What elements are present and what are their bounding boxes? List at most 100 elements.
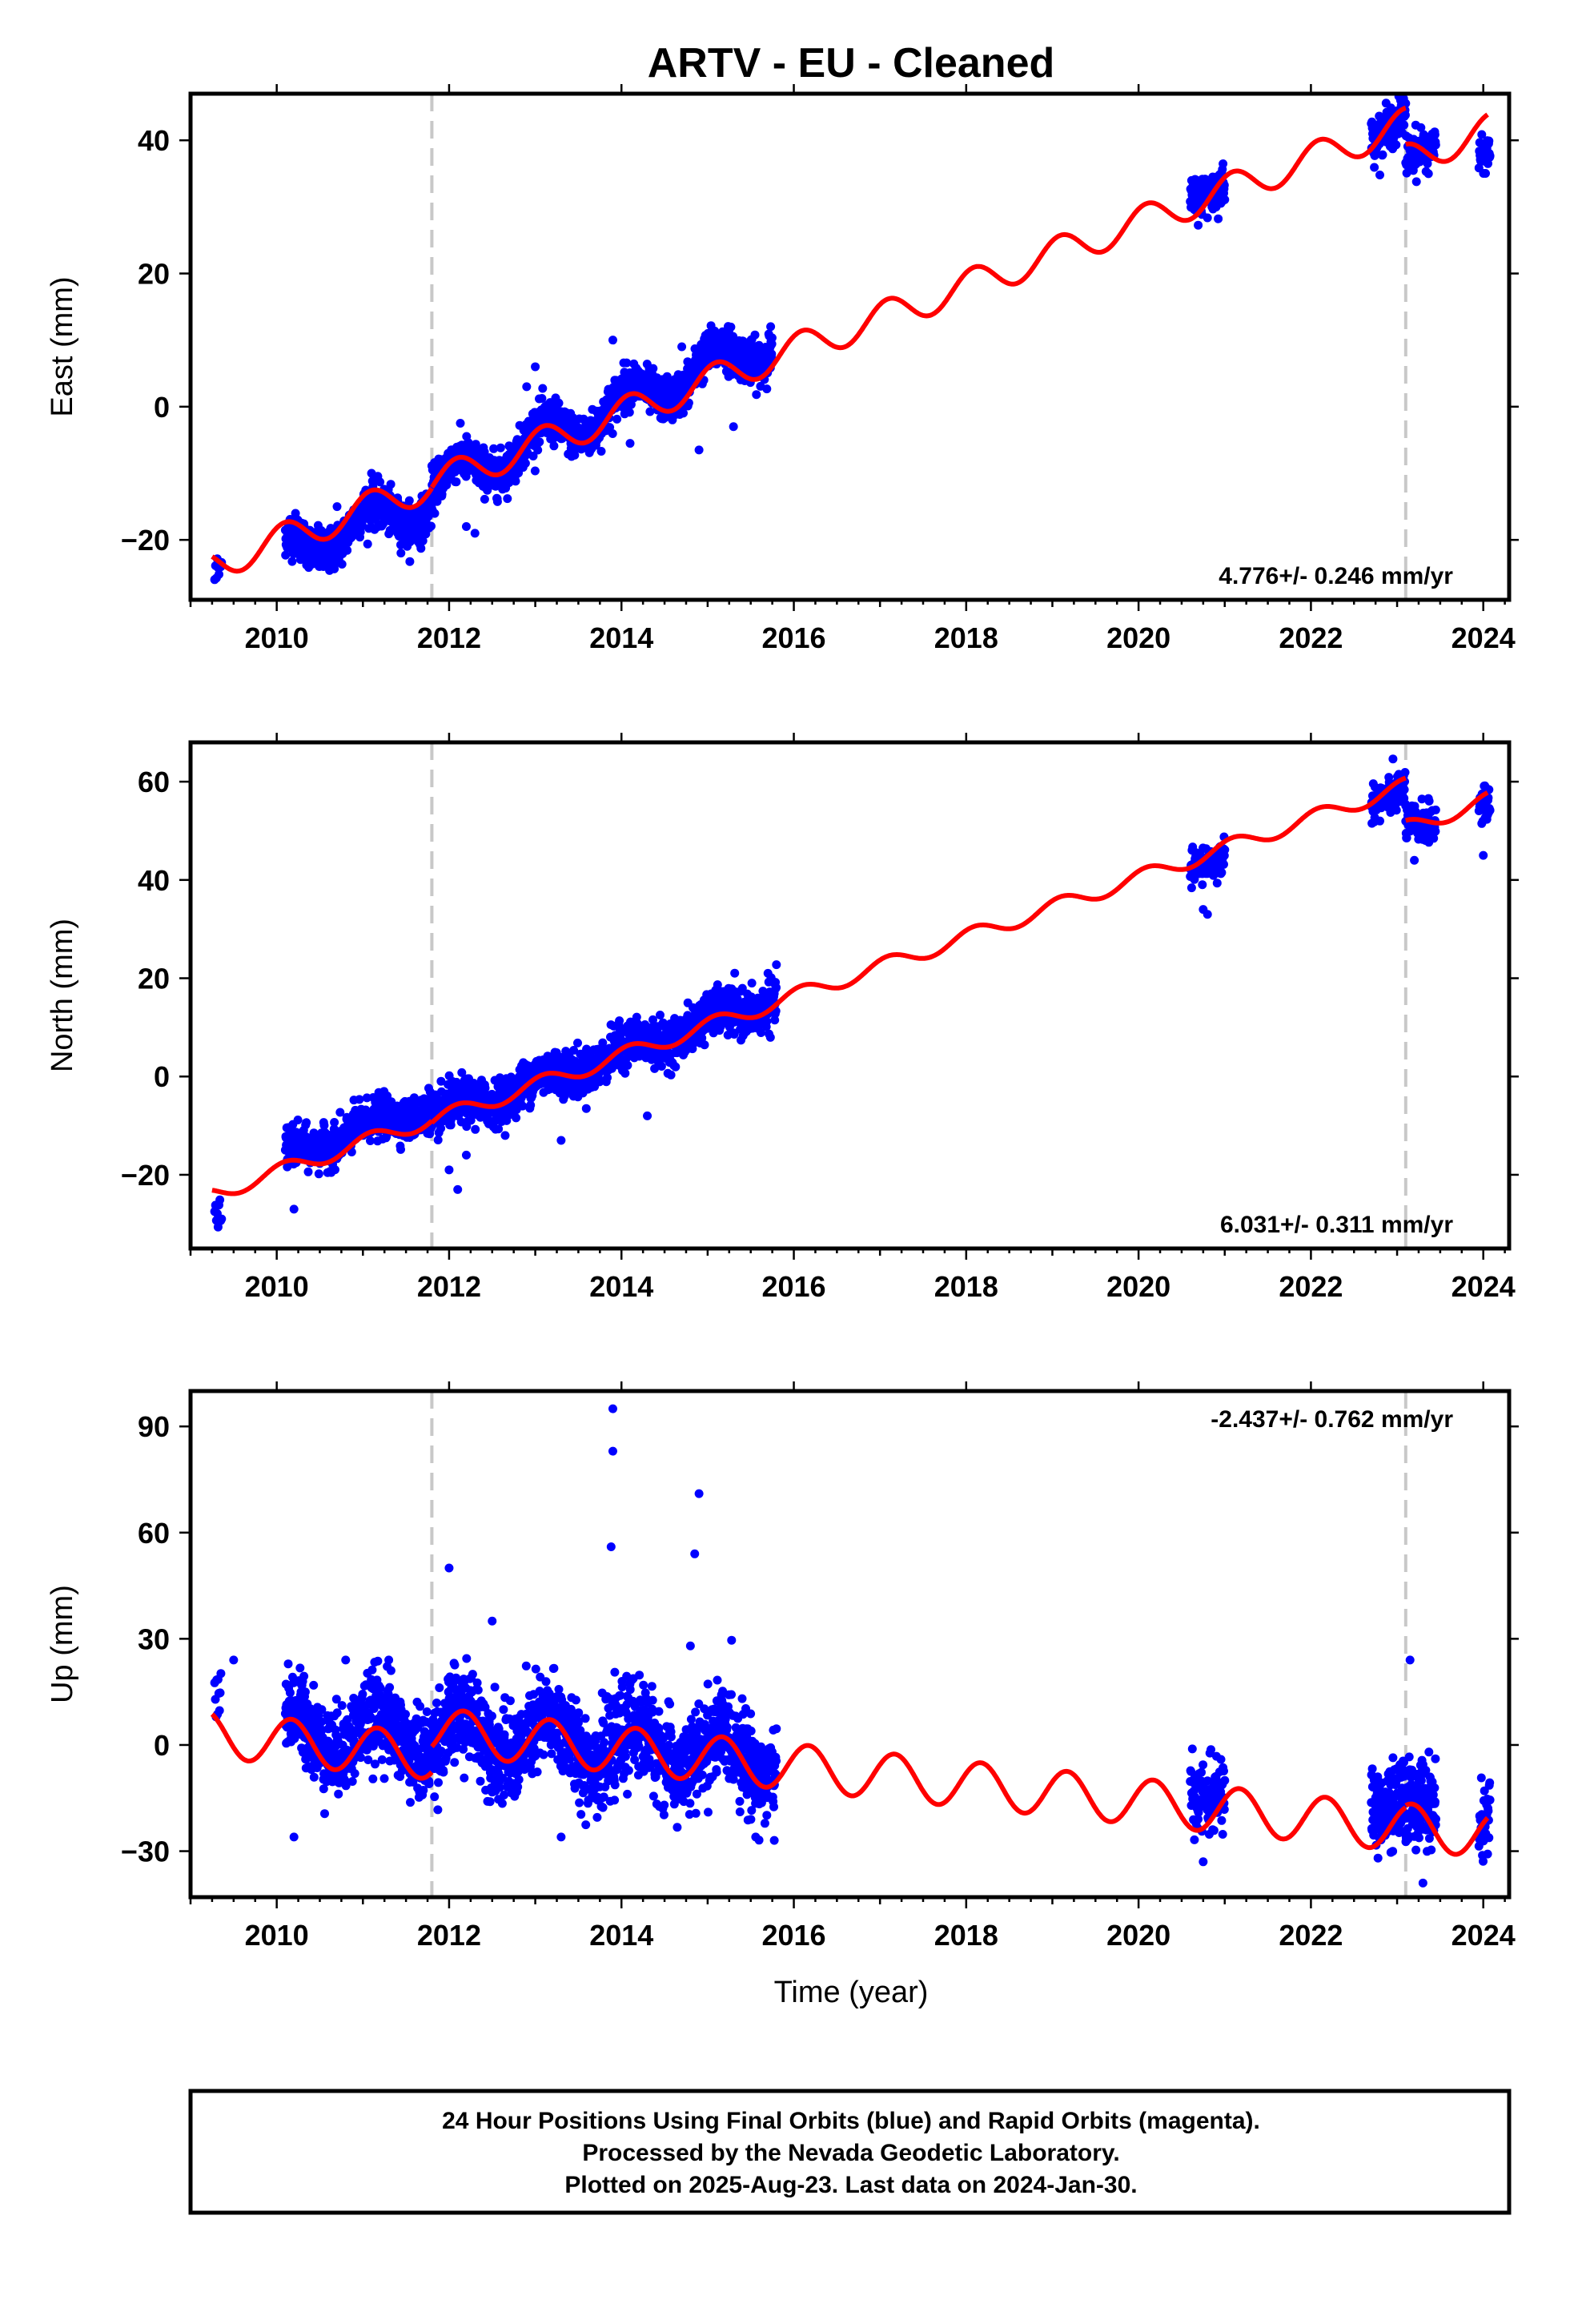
model-line xyxy=(429,105,1407,489)
data-point xyxy=(444,1165,454,1175)
data-point xyxy=(1375,816,1385,826)
data-point xyxy=(1401,99,1411,108)
data-points xyxy=(210,94,1495,585)
data-point xyxy=(1199,905,1208,915)
x-tick-label: 2024 xyxy=(1452,621,1516,654)
data-point xyxy=(1485,151,1495,161)
data-point xyxy=(404,496,414,505)
data-point xyxy=(416,544,426,553)
data-point xyxy=(480,494,489,504)
data-point xyxy=(1411,177,1421,187)
y-tick-label: −20 xyxy=(121,1159,170,1192)
model-line xyxy=(1403,112,1489,164)
data-point xyxy=(747,979,757,988)
data-point xyxy=(679,408,688,418)
data-point xyxy=(1391,140,1401,150)
rate-label: 4.776+/- 0.246 mm/yr xyxy=(1219,563,1453,589)
data-point xyxy=(615,1016,624,1026)
data-point xyxy=(526,1100,536,1110)
data-points xyxy=(210,754,1495,1232)
data-point xyxy=(302,1118,311,1128)
data-point xyxy=(457,1068,467,1077)
data-point xyxy=(303,1167,313,1176)
data-point xyxy=(1400,768,1410,777)
data-point xyxy=(1212,879,1222,888)
data-point xyxy=(452,477,461,487)
data-point xyxy=(319,1120,329,1130)
data-point xyxy=(427,521,436,531)
data-point xyxy=(287,557,297,566)
data-point xyxy=(396,1144,405,1154)
model-line xyxy=(430,775,1407,1125)
data-point xyxy=(671,1062,681,1072)
data-point xyxy=(331,1165,339,1175)
data-point xyxy=(1388,754,1398,764)
data-point xyxy=(1485,806,1495,815)
data-point xyxy=(386,480,396,489)
x-tick-label: 2010 xyxy=(245,621,309,654)
data-point xyxy=(1198,880,1207,890)
data-point xyxy=(293,1116,303,1124)
data-point xyxy=(538,384,548,393)
data-point xyxy=(1219,859,1228,869)
data-point xyxy=(285,1688,295,1698)
data-point xyxy=(765,1032,775,1042)
x-tick-label: 2018 xyxy=(934,1270,998,1303)
data-point xyxy=(343,545,352,555)
data-point xyxy=(1186,883,1196,893)
data-point xyxy=(1391,806,1401,815)
x-tick-label: 2014 xyxy=(589,1270,653,1303)
data-point xyxy=(549,441,559,451)
data-point xyxy=(648,364,658,373)
data-point xyxy=(772,960,781,970)
data-point xyxy=(624,408,634,417)
data-point xyxy=(355,1095,364,1104)
y-tick-label: 60 xyxy=(138,766,170,798)
x-tick-label: 2016 xyxy=(761,621,825,654)
data-point xyxy=(314,1169,323,1179)
data-point xyxy=(480,447,489,456)
data-point xyxy=(1430,130,1439,139)
data-point xyxy=(573,1038,582,1047)
data-point xyxy=(1194,220,1203,230)
data-point xyxy=(1416,123,1426,132)
plot-area xyxy=(210,742,1495,1248)
data-point xyxy=(643,1111,652,1120)
data-point xyxy=(1203,213,1212,223)
data-point xyxy=(1399,785,1409,794)
data-point xyxy=(436,1076,446,1086)
data-point xyxy=(1479,850,1488,860)
data-point xyxy=(476,1112,485,1122)
data-point xyxy=(622,358,632,368)
data-point xyxy=(528,452,538,460)
data-point xyxy=(612,414,622,424)
data-point xyxy=(645,407,655,416)
data-point xyxy=(632,1012,641,1022)
data-point xyxy=(217,1214,227,1224)
x-tick-label: 2020 xyxy=(1106,621,1170,654)
data-point xyxy=(762,384,772,394)
data-point xyxy=(697,1033,707,1043)
x-tick-label: 2012 xyxy=(417,1270,481,1303)
data-point xyxy=(289,1204,299,1214)
data-point xyxy=(405,557,415,566)
x-tick-label: 2016 xyxy=(761,1270,825,1303)
data-point xyxy=(281,550,291,560)
data-point xyxy=(554,398,564,408)
data-point xyxy=(1378,150,1387,159)
y-tick-label: 20 xyxy=(138,258,170,291)
data-point xyxy=(291,509,300,518)
data-point xyxy=(453,1184,463,1194)
data-point xyxy=(531,362,540,372)
data-point xyxy=(471,1124,480,1134)
data-point xyxy=(700,1040,709,1050)
data-point xyxy=(530,466,540,476)
data-point xyxy=(216,1669,226,1679)
data-point xyxy=(215,1706,224,1715)
data-point xyxy=(335,1108,345,1117)
data-point xyxy=(1217,868,1227,878)
east-panel: 2010 2012 2014 2016 2018 2020 2022 2024−2002040… xyxy=(46,84,1519,654)
x-tick-label: 2012 xyxy=(417,621,481,654)
data-points xyxy=(210,1404,1495,1888)
